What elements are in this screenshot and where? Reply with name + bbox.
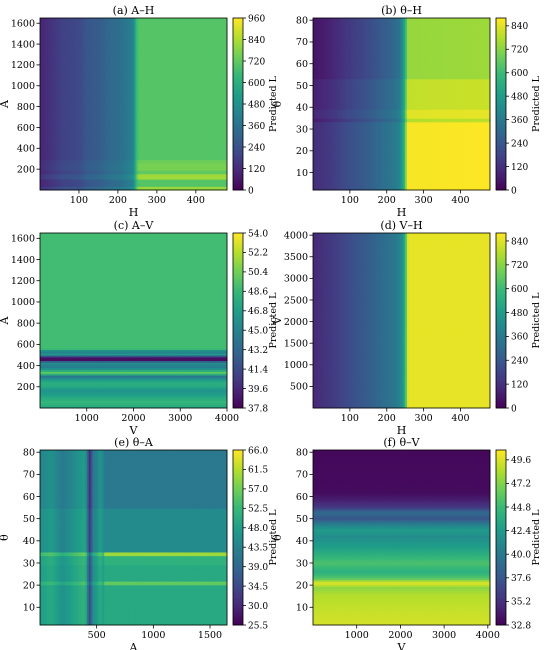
heatmap-panel: 100 200 300 4002004006008001000120014001600… — [0, 4, 279, 219]
heatmap-cells — [40, 18, 227, 190]
